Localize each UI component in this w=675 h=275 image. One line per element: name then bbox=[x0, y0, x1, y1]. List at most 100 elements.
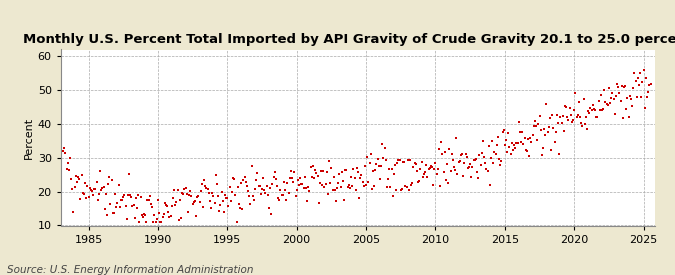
Point bbox=[319, 185, 330, 189]
Point bbox=[332, 186, 343, 190]
Point bbox=[251, 178, 262, 182]
Point bbox=[185, 189, 196, 193]
Point bbox=[406, 183, 416, 187]
Point bbox=[329, 187, 340, 192]
Point bbox=[535, 128, 546, 132]
Point bbox=[572, 113, 583, 118]
Point bbox=[143, 197, 154, 202]
Point bbox=[78, 191, 88, 196]
Point bbox=[620, 84, 630, 88]
Point bbox=[148, 220, 159, 224]
Point bbox=[277, 192, 288, 197]
Point bbox=[190, 214, 201, 218]
Point bbox=[341, 168, 352, 172]
Point bbox=[477, 139, 488, 143]
Point bbox=[298, 186, 309, 190]
Point bbox=[275, 187, 286, 192]
Point bbox=[435, 184, 446, 188]
Point bbox=[610, 94, 621, 98]
Point bbox=[430, 161, 441, 165]
Point bbox=[130, 216, 140, 220]
Point bbox=[206, 206, 217, 211]
Point bbox=[514, 120, 524, 124]
Point bbox=[269, 170, 280, 174]
Point bbox=[579, 122, 590, 127]
Point bbox=[631, 95, 642, 99]
Point bbox=[138, 215, 148, 219]
Point bbox=[388, 172, 399, 176]
Point bbox=[198, 178, 209, 182]
Point bbox=[274, 197, 285, 202]
Point bbox=[460, 152, 471, 156]
Point bbox=[433, 147, 444, 151]
Point bbox=[472, 170, 483, 175]
Point bbox=[99, 207, 110, 212]
Point bbox=[616, 84, 627, 89]
Point bbox=[250, 187, 261, 191]
Point bbox=[488, 161, 499, 165]
Point bbox=[234, 202, 244, 207]
Point bbox=[203, 191, 214, 196]
Point bbox=[639, 106, 650, 111]
Point bbox=[602, 103, 613, 108]
Point bbox=[629, 70, 640, 75]
Point bbox=[592, 115, 603, 119]
Point bbox=[444, 147, 455, 151]
Point bbox=[170, 202, 181, 207]
Point bbox=[167, 196, 178, 200]
Point bbox=[227, 176, 238, 181]
Point bbox=[231, 220, 242, 224]
Point bbox=[127, 204, 138, 208]
Point bbox=[188, 200, 199, 204]
Point bbox=[493, 156, 504, 161]
Point bbox=[449, 164, 460, 169]
Point bbox=[352, 170, 363, 174]
Point bbox=[335, 185, 346, 189]
Point bbox=[427, 164, 437, 169]
Point bbox=[239, 175, 250, 179]
Point bbox=[553, 121, 564, 125]
Point bbox=[91, 180, 102, 185]
Point bbox=[389, 163, 400, 167]
Point bbox=[487, 139, 497, 143]
Point bbox=[63, 168, 74, 172]
Point bbox=[132, 206, 142, 210]
Point bbox=[421, 163, 431, 168]
Point bbox=[103, 182, 113, 186]
Point bbox=[67, 187, 78, 191]
Point bbox=[120, 204, 131, 208]
Point bbox=[331, 199, 342, 204]
Point bbox=[373, 164, 384, 168]
Point bbox=[439, 150, 450, 154]
Point bbox=[195, 189, 206, 193]
Point bbox=[412, 180, 423, 185]
Point bbox=[491, 143, 502, 147]
Point bbox=[577, 123, 588, 128]
Point bbox=[76, 173, 87, 178]
Point bbox=[542, 130, 553, 134]
Point bbox=[524, 154, 535, 158]
Point bbox=[333, 180, 344, 185]
Point bbox=[520, 148, 531, 152]
Point bbox=[360, 182, 371, 187]
Point bbox=[533, 122, 544, 127]
Point bbox=[282, 181, 293, 186]
Point bbox=[221, 196, 232, 200]
Point bbox=[502, 150, 512, 154]
Point bbox=[164, 215, 175, 219]
Point bbox=[59, 145, 70, 150]
Point bbox=[470, 157, 481, 161]
Point bbox=[376, 164, 387, 168]
Point bbox=[369, 183, 379, 188]
Point bbox=[445, 169, 456, 174]
Point bbox=[315, 181, 325, 185]
Point bbox=[451, 136, 462, 140]
Point bbox=[605, 101, 616, 106]
Point bbox=[457, 152, 468, 156]
Point bbox=[590, 108, 601, 112]
Point bbox=[344, 183, 354, 188]
Point bbox=[521, 149, 532, 153]
Point bbox=[256, 187, 267, 191]
Point bbox=[607, 91, 618, 95]
Point bbox=[96, 188, 107, 192]
